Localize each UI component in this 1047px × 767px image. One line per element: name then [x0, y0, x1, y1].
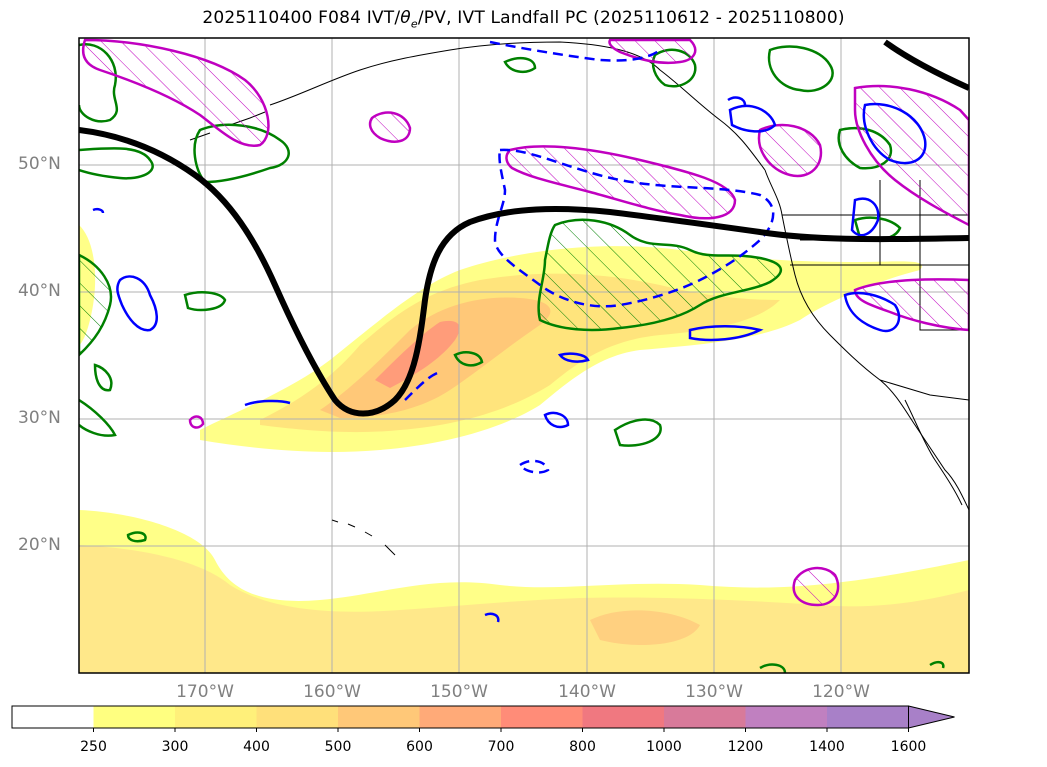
border-mexico	[879, 379, 969, 401]
blue-west-dash	[244, 399, 291, 407]
colorbar-segment	[582, 706, 665, 728]
blue-mid-1	[557, 352, 590, 363]
colorbar-frame	[11, 705, 909, 729]
blue-bc-ring	[728, 104, 777, 133]
magenta-nw	[81, 38, 270, 148]
map-layers	[79, 38, 969, 673]
lon-label-160w: 160°W	[303, 682, 361, 702]
green-south-far	[929, 660, 945, 669]
magenta-bc	[757, 123, 823, 178]
green-ne-cluster	[767, 45, 834, 93]
magenta-small-north	[368, 111, 412, 143]
blue-east-1	[688, 325, 764, 342]
ivt-band-south-core	[590, 610, 700, 645]
blue-ak-top	[727, 96, 747, 106]
green-mid-small	[453, 351, 484, 367]
lon-label-120w: 120°W	[812, 682, 870, 702]
title-theta: θ	[400, 8, 411, 28]
magenta-south	[792, 566, 840, 607]
colorbar-tick-label: 800	[569, 739, 596, 755]
blue-e-coast	[850, 197, 880, 237]
ivt-landfall-contours	[79, 42, 945, 673]
blue-west-small	[92, 207, 105, 214]
colorbar-segment	[256, 706, 339, 728]
coast-west-coast	[764, 169, 969, 511]
lon-label-170w: 170°W	[176, 682, 234, 702]
lat-label-30: 30°N	[18, 408, 61, 428]
green-south-small	[126, 531, 147, 543]
blue-dashed-south	[518, 459, 550, 474]
colorbar-segment	[93, 706, 176, 728]
colorbar-segment	[175, 706, 257, 728]
colorbar-segment	[827, 706, 909, 728]
colorbar-tick-label: 1400	[809, 739, 845, 755]
coast-alaska	[269, 41, 766, 171]
ivt-band-south-inner	[79, 545, 969, 673]
magenta-tiny	[188, 415, 205, 429]
hatched-contours	[81, 38, 969, 607]
green-se-blob	[613, 418, 662, 447]
magenta-ne	[853, 84, 969, 227]
colorbar-tick-label: 1000	[646, 739, 682, 755]
magenta-east	[853, 278, 969, 332]
blue-south-small	[484, 612, 500, 623]
lat-label-50: 50°N	[18, 154, 61, 174]
blue-e-lower	[843, 291, 901, 333]
colorbar-tick-label: 400	[243, 739, 270, 755]
colorbar-segment	[745, 706, 828, 728]
pv-contour-ne	[883, 39, 969, 91]
colorbar-tick-label: 250	[80, 739, 107, 755]
green-west-blob	[79, 147, 154, 180]
colorbar-tick-label: 700	[487, 739, 515, 755]
colorbar-extend-arrow	[908, 705, 955, 729]
blue-mid-2	[543, 411, 570, 429]
colorbar-tick-label: 1600	[890, 739, 927, 755]
colorbar-tick-label: 1200	[727, 739, 764, 755]
lon-label-150w: 150°W	[430, 682, 488, 702]
map-title: 2025110400 F084 IVT/θe/PV, IVT Landfall …	[0, 8, 1047, 30]
lat-label-40: 40°N	[18, 281, 61, 301]
blue-west-ring	[116, 275, 158, 332]
lon-label-130w: 130°W	[685, 682, 743, 702]
colorbar-segment	[12, 706, 94, 728]
colorbar-tick-label: 500	[324, 739, 352, 755]
blue-ne-ring	[862, 102, 927, 165]
green-south-right	[759, 663, 787, 673]
colorbar-segment	[338, 706, 420, 728]
map-frame	[78, 37, 970, 674]
colorbar	[11, 705, 955, 732]
green-west-mid	[93, 363, 113, 392]
green-left-edge	[79, 253, 113, 357]
theta-contours	[92, 40, 927, 623]
lat-label-20: 20°N	[18, 535, 61, 555]
pv-contour	[79, 127, 969, 417]
title-prefix: 2025110400 F084 IVT/	[202, 8, 401, 28]
green-main-river	[537, 218, 783, 332]
colorbar-segment	[501, 706, 583, 728]
colorbar-tick-label: 300	[161, 739, 189, 755]
colorbar-segment	[664, 706, 746, 728]
coast-hawaii	[331, 519, 396, 556]
blue-dashed-top	[489, 40, 661, 62]
lon-label-140w: 140°W	[558, 682, 616, 702]
title-theta-sub: e	[410, 17, 418, 31]
colorbar-tick-label: 600	[406, 739, 433, 755]
green-west-low	[79, 398, 117, 437]
green-west-top	[503, 56, 537, 74]
magenta-ak-top	[608, 38, 697, 65]
coast-baja	[904, 399, 963, 506]
blue-dashed-mid	[404, 370, 441, 401]
title-suffix: /PV, IVT Landfall PC (2025110612 - 20251…	[417, 8, 845, 28]
colorbar-segment	[419, 706, 502, 728]
blue-dashed-gulf	[493, 148, 775, 308]
green-west-small	[183, 291, 227, 312]
